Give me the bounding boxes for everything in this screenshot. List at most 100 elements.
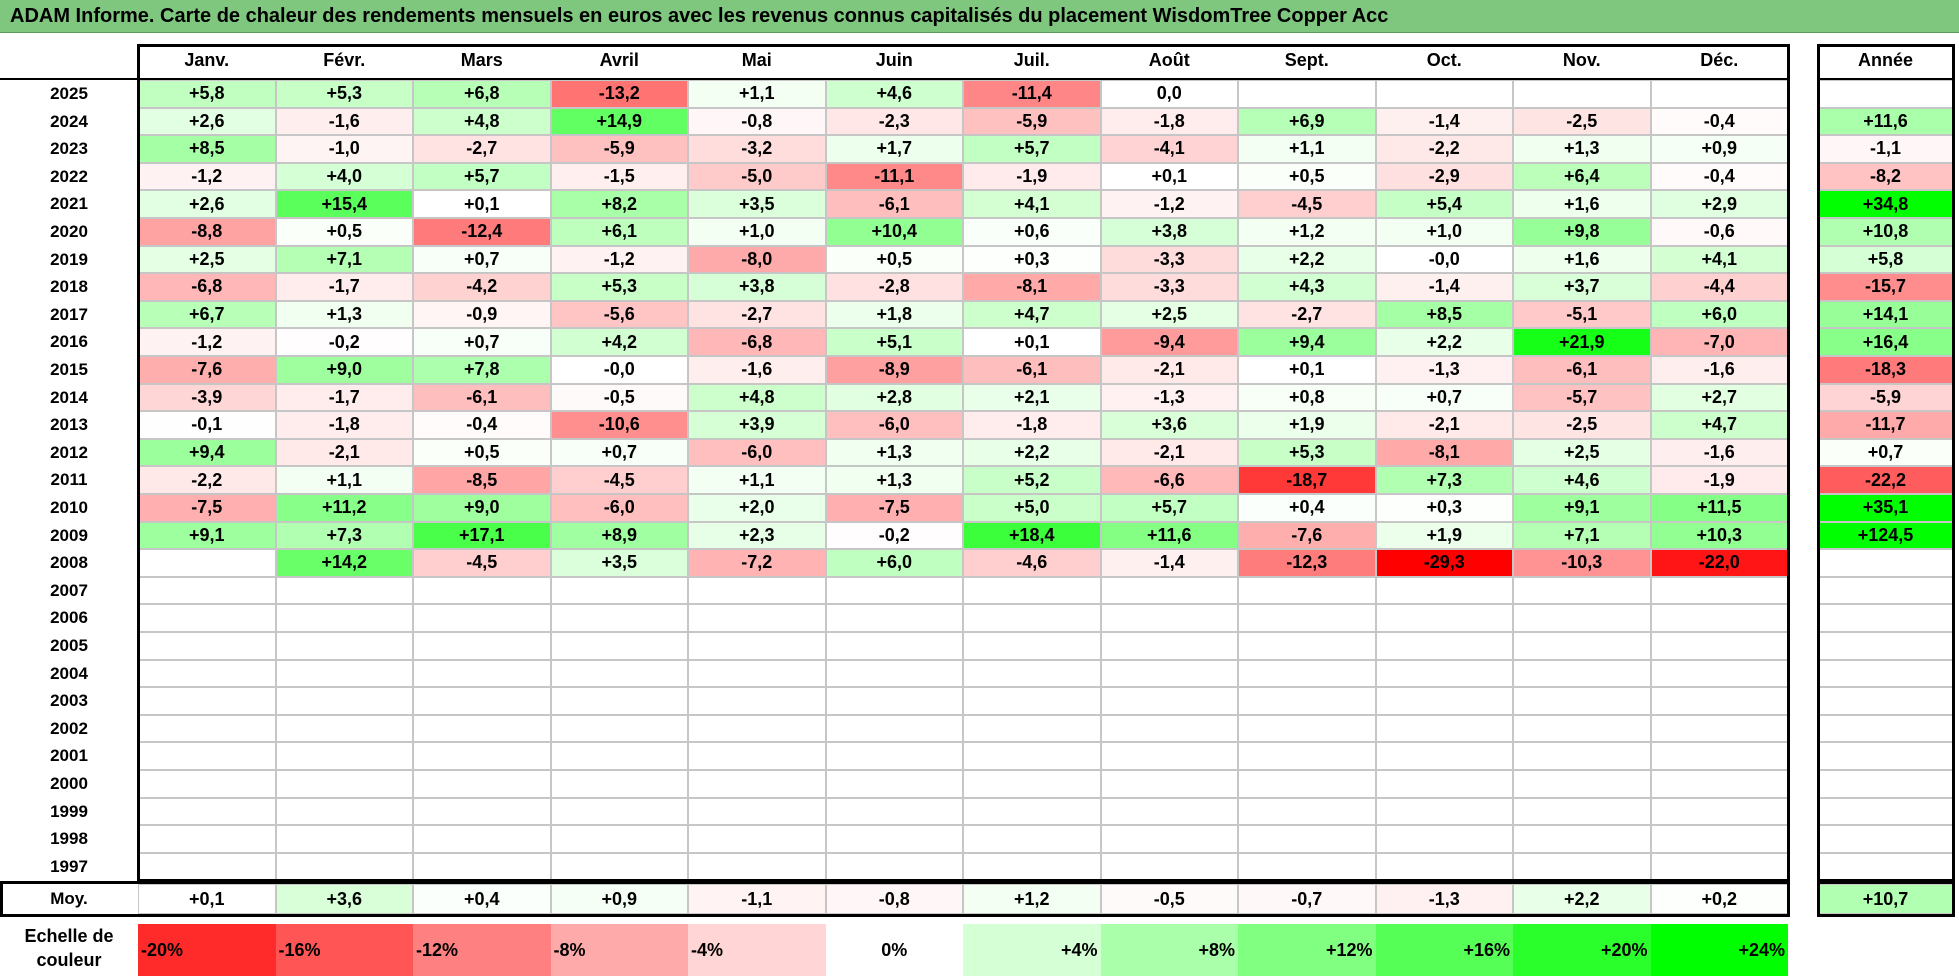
heatmap-cell: [1100, 797, 1238, 826]
heatmap-cell: [825, 659, 963, 688]
heatmap-cell: +4,3: [1238, 273, 1376, 301]
heatmap-cell: -10,3: [1513, 549, 1651, 577]
heatmap-cell: +1,3: [275, 300, 413, 329]
annual-cell: [1818, 576, 1953, 605]
heatmap-cell: +5,3: [1238, 438, 1376, 467]
year-label: 2010: [50, 498, 88, 517]
year-label: 2005: [50, 636, 88, 655]
annual-cell: [1818, 797, 1953, 826]
heatmap-cell: [413, 714, 551, 743]
heatmap-cell: [138, 852, 276, 881]
annual-cell: -15,7: [1818, 273, 1953, 301]
heatmap-cell: -0,4: [1650, 162, 1788, 191]
heatmap-cell: +0,7: [550, 438, 688, 467]
heatmap-cell: -1,4: [1375, 107, 1513, 136]
year-label: 2008: [50, 553, 88, 573]
heatmap-cell: +0,1: [1100, 162, 1238, 191]
heatmap-cell: +6,4: [1513, 162, 1651, 191]
heatmap-cell: +4,2: [550, 328, 688, 356]
annual-cell: -11,7: [1818, 411, 1953, 439]
annual-cell: +16,4: [1818, 328, 1953, 356]
heatmap-cell: +7,1: [1513, 521, 1651, 550]
heatmap-cell: [1238, 659, 1376, 688]
heatmap-cell: -1,6: [1650, 356, 1788, 384]
year-label: 2003: [50, 691, 88, 711]
heatmap-cell: -6,6: [1100, 466, 1238, 494]
month-header: Août: [1148, 50, 1190, 70]
heatmap-cell: +9,0: [275, 356, 413, 384]
heatmap-cell: -7,6: [138, 356, 276, 384]
heatmap-cell: -1,2: [1100, 190, 1238, 218]
heatmap-cell: [963, 632, 1101, 660]
average-annual-cell: +10,7: [1818, 884, 1953, 914]
heatmap-cell: [1513, 852, 1651, 881]
heatmap-cell: +17,1: [413, 521, 551, 550]
year-label: 2012: [50, 442, 88, 462]
average-cell: +0,9: [550, 884, 688, 914]
heatmap-cell: +9,1: [138, 521, 276, 550]
heatmap-cell: +0,9: [1650, 135, 1788, 163]
year-label: 2004: [50, 663, 88, 683]
heatmap-cell: +5,0: [963, 494, 1101, 522]
heatmap-cell: -5,9: [550, 135, 688, 163]
heatmap-cell: [963, 797, 1101, 826]
heatmap-cell: [550, 659, 688, 688]
heatmap-cell: +0,1: [963, 328, 1101, 356]
heatmap-cell: +0,5: [1238, 162, 1376, 191]
heatmap-cell: +5,7: [963, 135, 1101, 163]
heatmap-cell: -2,9: [1375, 162, 1513, 191]
heatmap-cell: [1650, 80, 1788, 108]
heatmap-cell: [550, 852, 688, 881]
heatmap-cell: +8,9: [550, 521, 688, 550]
heatmap-cell: [688, 852, 826, 881]
heatmap-cell: -2,7: [413, 135, 551, 163]
annual-cell: +11,6: [1818, 107, 1953, 136]
heatmap-cell: +11,2: [275, 494, 413, 522]
color-scale-stop: -16%: [275, 924, 413, 976]
annual-cell: -1,1: [1818, 135, 1953, 163]
year-label: 2020: [50, 222, 88, 241]
annual-cell: -22,2: [1818, 466, 1953, 494]
heatmap-cell: -6,8: [688, 328, 826, 356]
heatmap-cell: +6,9: [1238, 107, 1376, 136]
heatmap-cell: [275, 604, 413, 632]
year-label: 2001: [50, 746, 88, 766]
heatmap-cell: +15,4: [275, 190, 413, 218]
heatmap-cell: [138, 797, 276, 826]
average-cell: -0,5: [1100, 884, 1238, 914]
heatmap-cell: -0,8: [688, 107, 826, 136]
heatmap-cell: +0,4: [1238, 494, 1376, 522]
heatmap-cell: +0,7: [413, 245, 551, 274]
heatmap-cell: -5,9: [963, 107, 1101, 136]
annual-cell: [1818, 604, 1953, 632]
heatmap-cell: -5,6: [550, 300, 688, 329]
heatmap-cell: -1,8: [275, 411, 413, 439]
chart-title: ADAM Informe. Carte de chaleur des rende…: [10, 5, 1389, 27]
heatmap-cell: +1,3: [825, 466, 963, 494]
heatmap-cell: [1375, 659, 1513, 688]
heatmap-cell: [550, 742, 688, 770]
heatmap-cell: -0,0: [1375, 245, 1513, 274]
year-label: 2017: [50, 304, 88, 324]
heatmap-cell: -0,9: [413, 300, 551, 329]
average-cell: +0,1: [138, 884, 276, 914]
heatmap-cell: -10,6: [550, 411, 688, 439]
heatmap-cell: [1100, 687, 1238, 715]
heatmap-cell: [1100, 632, 1238, 660]
annual-cell: +5,8: [1818, 245, 1953, 274]
heatmap-cell: +2,3: [688, 521, 826, 550]
heatmap-cell: [413, 576, 551, 605]
heatmap-cell: [550, 632, 688, 660]
heatmap-cell: +2,2: [1238, 245, 1376, 274]
heatmap-cell: +6,0: [825, 549, 963, 577]
heatmap-cell: +11,6: [1100, 521, 1238, 550]
heatmap-cell: +2,2: [1375, 328, 1513, 356]
year-label: 1997: [50, 856, 88, 876]
heatmap-cell: [1100, 770, 1238, 798]
year-label: 2021: [50, 194, 88, 214]
heatmap-cell: +0,7: [413, 328, 551, 356]
heatmap-cell: -2,8: [825, 273, 963, 301]
heatmap-cell: [275, 576, 413, 605]
heatmap-cell: [1375, 687, 1513, 715]
heatmap-cell: [1238, 632, 1376, 660]
